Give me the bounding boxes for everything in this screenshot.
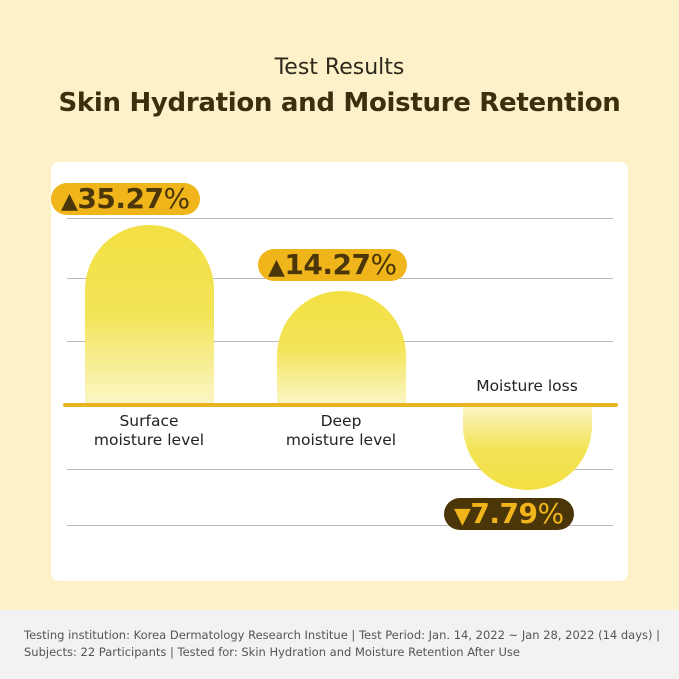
footer: Testing institution: Korea Dermatology R… bbox=[0, 610, 679, 679]
footer-text: Testing institution: Korea Dermatology R… bbox=[24, 628, 661, 659]
gridline bbox=[67, 218, 613, 219]
data-label-unit: % bbox=[370, 247, 398, 281]
data-label-unit: % bbox=[163, 182, 191, 216]
category-label-line: Moisture loss bbox=[476, 377, 578, 395]
gridline bbox=[67, 525, 613, 526]
category-label-line: moisture level bbox=[93, 431, 205, 449]
data-label-value: 35.27 bbox=[77, 182, 164, 216]
data-label-value: 14.27 bbox=[284, 247, 371, 281]
triangle-down-icon: ▼ bbox=[454, 503, 471, 529]
gridline bbox=[67, 469, 613, 470]
data-label-badge: ▲14.27% bbox=[258, 247, 407, 281]
page-subtitle: Test Results bbox=[274, 55, 405, 80]
category-label: Moisture loss bbox=[437, 377, 617, 396]
data-label-badge: ▼7.79% bbox=[444, 496, 574, 530]
baseline-axis bbox=[63, 403, 618, 407]
bar-2 bbox=[277, 290, 406, 405]
data-label-unit: % bbox=[537, 496, 565, 530]
category-label-line: Deep bbox=[320, 412, 362, 430]
data-label-value: 7.79 bbox=[470, 496, 538, 530]
triangle-up-icon: ▲ bbox=[61, 189, 78, 215]
category-label: Surface moisture level bbox=[59, 412, 239, 450]
triangle-up-icon: ▲ bbox=[268, 254, 285, 280]
page-title: Skin Hydration and Moisture Retention bbox=[58, 88, 621, 118]
bar-1 bbox=[85, 225, 214, 405]
category-label-line: Surface bbox=[119, 412, 179, 430]
data-label-badge: ▲35.27% bbox=[51, 182, 200, 216]
category-label: Deep moisture level bbox=[251, 412, 431, 450]
category-label-line: moisture level bbox=[285, 431, 397, 449]
